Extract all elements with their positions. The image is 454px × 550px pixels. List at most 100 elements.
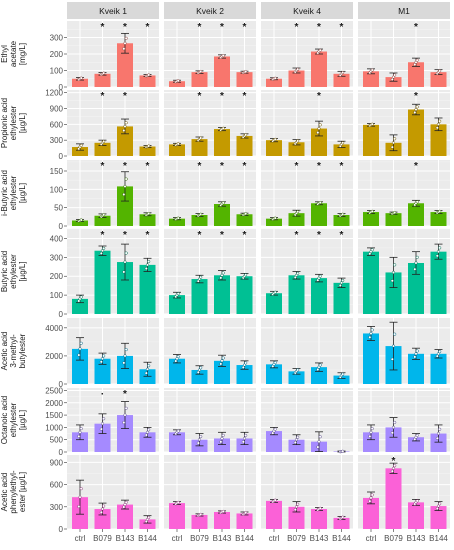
replicate-point xyxy=(414,107,418,112)
bar xyxy=(117,504,133,529)
replicate-point xyxy=(317,440,321,444)
bar xyxy=(169,503,185,529)
replicate-point xyxy=(79,341,83,345)
replicate-point xyxy=(273,498,277,502)
replicate-point xyxy=(102,354,106,358)
bar xyxy=(288,439,305,452)
y-tick-label: 4000 xyxy=(45,324,63,333)
y-tick-label: 300 xyxy=(50,34,64,43)
significance-star: * xyxy=(220,161,224,172)
bar xyxy=(169,358,185,384)
bar xyxy=(139,264,156,314)
bar xyxy=(139,75,156,87)
replicate-point xyxy=(393,263,397,267)
bar xyxy=(288,275,305,314)
replicate-point xyxy=(293,508,297,512)
replicate-point xyxy=(339,281,344,285)
y-tick-label: 2000 xyxy=(45,399,63,408)
replicate-point xyxy=(438,119,442,123)
bar xyxy=(236,438,253,452)
replicate-point xyxy=(124,177,128,181)
bar xyxy=(266,431,282,452)
bar xyxy=(385,213,402,226)
x-tick-label: ctrl xyxy=(269,534,280,543)
bar xyxy=(214,511,230,529)
x-tick-label: B144 xyxy=(332,534,351,543)
replicate-point xyxy=(122,361,126,365)
bar xyxy=(236,276,253,314)
replicate-point xyxy=(220,273,224,277)
replicate-point xyxy=(122,128,126,133)
replicate-point xyxy=(78,430,82,434)
replicate-point xyxy=(318,274,322,278)
significance-star: * xyxy=(317,230,321,241)
y-tick-label: 1500 xyxy=(45,411,63,420)
replicate-point xyxy=(79,143,83,147)
significance-star: * xyxy=(220,91,224,102)
row-ylabel-line: acetate xyxy=(9,40,18,67)
replicate-point xyxy=(390,357,394,361)
y-tick-label: 0 xyxy=(59,525,64,534)
y-tick-label: 200 xyxy=(50,272,64,281)
bar xyxy=(311,278,327,314)
replicate-point xyxy=(294,438,299,442)
replicate-point xyxy=(390,469,394,473)
replicate-point xyxy=(318,200,322,205)
replicate-point xyxy=(124,121,128,125)
bar xyxy=(363,212,379,226)
replicate-point xyxy=(78,347,82,351)
replicate-point xyxy=(435,254,439,258)
significance-star: * xyxy=(101,22,105,33)
y-tick-label: 500 xyxy=(50,436,64,445)
replicate-point xyxy=(145,430,150,434)
replicate-point xyxy=(176,142,180,146)
replicate-point xyxy=(435,436,439,440)
replicate-point xyxy=(296,435,300,439)
bar xyxy=(94,215,111,226)
replicate-point xyxy=(273,76,277,80)
significance-star: * xyxy=(414,161,418,172)
bar xyxy=(214,438,230,452)
replicate-point xyxy=(273,290,277,294)
bar xyxy=(333,215,350,226)
significance-star: * xyxy=(243,91,247,102)
replicate-point xyxy=(341,71,345,75)
bar xyxy=(94,509,111,529)
significance-star: * xyxy=(317,22,321,33)
replicate-point xyxy=(176,355,180,359)
row-ylabel-line: [µg/L] xyxy=(18,183,27,203)
replicate-point xyxy=(199,136,203,140)
replicate-point xyxy=(414,261,418,265)
y-tick-label: 0 xyxy=(59,152,64,161)
replicate-point xyxy=(370,328,374,332)
bar xyxy=(408,203,424,226)
bar xyxy=(430,251,447,314)
replicate-point xyxy=(79,218,83,222)
bar xyxy=(385,468,402,529)
significance-star: * xyxy=(317,161,321,172)
replicate-point xyxy=(79,487,83,491)
replicate-point xyxy=(368,434,372,438)
replicate-point xyxy=(369,430,373,434)
replicate-point xyxy=(102,213,106,217)
replicate-point xyxy=(176,79,180,83)
replicate-point xyxy=(244,361,248,365)
replicate-point xyxy=(199,69,203,74)
replicate-point xyxy=(438,246,442,250)
replicate-point xyxy=(341,141,345,145)
replicate-point xyxy=(144,433,148,437)
replicate-point xyxy=(221,54,225,58)
replicate-point xyxy=(413,110,417,114)
replicate-point xyxy=(244,273,248,277)
x-tick-label: B143 xyxy=(213,534,232,543)
y-tick-label: 1000 xyxy=(45,423,63,432)
replicate-point xyxy=(199,366,203,370)
facet-strip-label: Kveik 2 xyxy=(196,6,224,16)
replicate-point xyxy=(99,360,103,364)
replicate-point xyxy=(296,502,300,506)
bar xyxy=(94,358,111,384)
bar xyxy=(363,333,379,384)
bar xyxy=(430,72,447,87)
significance-star: * xyxy=(146,161,150,172)
